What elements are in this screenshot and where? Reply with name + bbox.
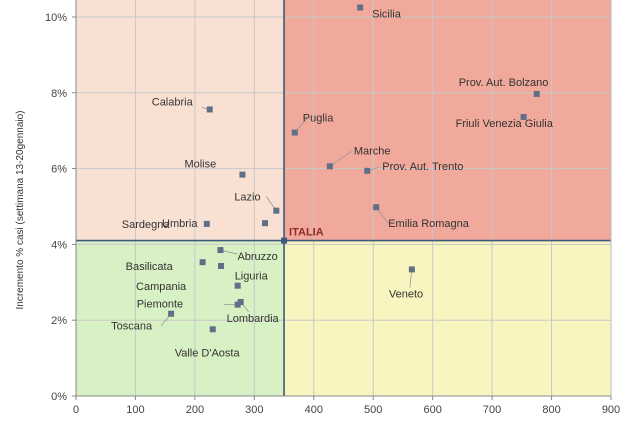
quadrant-bottom-left: [76, 240, 285, 396]
quadrant-bottom-right: [284, 240, 611, 396]
italia-point: [281, 237, 288, 244]
point-label: Emilia Romagna: [388, 218, 470, 230]
data-point: [199, 259, 206, 266]
data-point: [273, 207, 280, 214]
data-point: [218, 262, 225, 269]
y-tick-label: 10%: [45, 12, 67, 24]
italia-reference-lines: [76, 0, 611, 396]
point-label: Prov. Aut. Bolzano: [459, 77, 549, 89]
point-label: Veneto: [389, 288, 423, 300]
x-tick-label: 200: [186, 404, 204, 416]
y-axis-label: Incremento % casi (settimana 13-20gennai…: [15, 111, 26, 310]
quadrant-top-right: [284, 0, 611, 241]
point-label: Sicilia: [372, 8, 402, 20]
point-label: Abruzzo: [237, 251, 277, 263]
data-point: [206, 106, 213, 113]
point-label: Toscana: [111, 321, 153, 333]
leader-line: [329, 150, 353, 167]
point-label: Lombardia: [227, 313, 280, 325]
axes: 0 100 200 300 400 500 600 700 800 900 0% 2% 4% 6% 8% 10…: [45, 0, 620, 416]
point-label: Basilicata: [126, 261, 174, 273]
point-label: Marche: [354, 145, 391, 157]
data-point: [326, 163, 333, 170]
data-point: [168, 310, 175, 317]
data-point: [234, 282, 241, 289]
point-label: Prov. Aut. Trento: [382, 161, 463, 173]
x-tick-label: 500: [364, 404, 382, 416]
point-label: Campania: [136, 281, 187, 293]
point-label: Valle D'Aosta: [175, 347, 241, 359]
point-label: Sardegna: [122, 219, 171, 231]
data-point: [239, 171, 246, 178]
data-point: [217, 247, 224, 254]
data-points: [168, 4, 540, 333]
data-point: [209, 326, 216, 333]
y-tick-label: 0%: [51, 391, 67, 403]
x-tick-label: 700: [483, 404, 501, 416]
data-point: [357, 4, 364, 11]
point-label: Lazio: [234, 192, 260, 204]
data-point: [520, 114, 527, 121]
data-point: [364, 167, 371, 174]
x-tick-label: 900: [602, 404, 620, 416]
y-tick-label: 4%: [51, 239, 67, 251]
point-labels: Sicilia Prov. Aut. Bolzano Friuli Venezia …: [111, 8, 554, 359]
y-tick-label: 6%: [51, 164, 67, 176]
point-label: Piemonte: [137, 299, 183, 311]
y-tick-label: 8%: [51, 88, 67, 100]
point-label: Friuli Venezia Giulia: [456, 118, 554, 130]
point-label: Puglia: [303, 113, 334, 125]
point-label: Molise: [184, 159, 216, 171]
data-point: [408, 266, 415, 273]
x-tick-label: 300: [245, 404, 263, 416]
data-point: [203, 220, 210, 227]
point-label: Umbria: [162, 218, 198, 230]
x-tick-label: 0: [73, 404, 79, 416]
x-tick-label: 400: [305, 404, 323, 416]
point-label: Calabria: [152, 96, 194, 108]
x-tick-label: 100: [126, 404, 144, 416]
data-point: [291, 129, 298, 136]
point-label: Liguria: [235, 271, 269, 283]
data-point: [262, 220, 269, 227]
italia-label: ITALIA: [289, 227, 324, 239]
quadrant-top-left: [76, 0, 285, 241]
x-tick-label: 800: [542, 404, 560, 416]
gridlines: [76, 0, 612, 396]
data-point: [533, 90, 540, 97]
quadrant-backgrounds: [76, 0, 611, 396]
x-tick-label: 600: [423, 404, 441, 416]
y-tick-label: 2%: [51, 315, 67, 327]
data-point: [237, 298, 244, 305]
data-point: [373, 204, 380, 211]
